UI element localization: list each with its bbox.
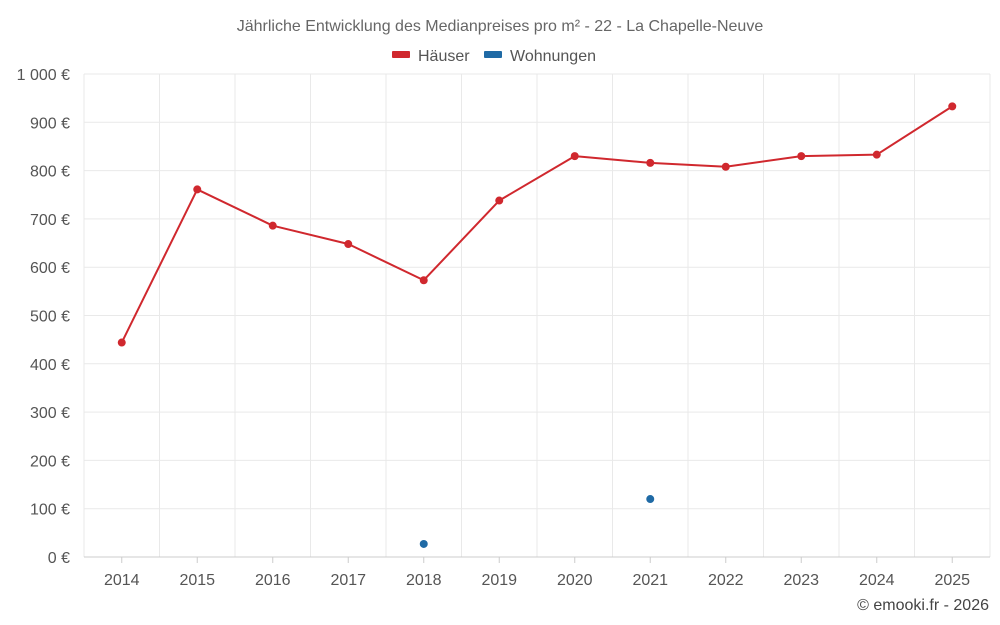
x-tick-label: 2018 xyxy=(406,572,442,589)
legend-label-haeuser: Häuser xyxy=(418,48,470,65)
x-tick-label: 2021 xyxy=(632,572,668,589)
x-tick-label: 2017 xyxy=(330,572,366,589)
x-tick-label: 2025 xyxy=(934,572,970,589)
y-tick-label: 200 € xyxy=(30,453,70,470)
x-tick-label: 2016 xyxy=(255,572,291,589)
x-tick-label: 2020 xyxy=(557,572,593,589)
y-tick-label: 800 € xyxy=(30,164,70,181)
series-wohnungen xyxy=(419,495,655,548)
data-point-haeuser[interactable] xyxy=(570,152,579,161)
y-tick-label: 1 000 € xyxy=(17,67,70,84)
data-point-haeuser[interactable] xyxy=(419,276,428,285)
y-tick-label: 400 € xyxy=(30,357,70,374)
y-tick-label: 100 € xyxy=(30,502,70,519)
y-tick-label: 700 € xyxy=(30,212,70,229)
y-tick-label: 500 € xyxy=(30,309,70,326)
legend-item-wohnungen[interactable]: Wohnungen xyxy=(484,48,596,65)
data-point-wohnungen[interactable] xyxy=(646,495,655,504)
series-haeuser xyxy=(117,102,957,347)
legend-swatch-haeuser xyxy=(392,51,410,58)
x-tick-label: 2014 xyxy=(104,572,140,589)
data-point-haeuser[interactable] xyxy=(495,196,504,205)
data-point-haeuser[interactable] xyxy=(797,152,806,161)
y-tick-label: 300 € xyxy=(30,405,70,422)
x-tick-label: 2022 xyxy=(708,572,744,589)
y-tick-label: 0 € xyxy=(48,550,70,567)
legend-swatch-wohnungen xyxy=(484,51,502,58)
credit: © emooki.fr - 2026 xyxy=(857,597,989,614)
legend-label-wohnungen: Wohnungen xyxy=(510,48,596,65)
x-tick-label: 2023 xyxy=(783,572,819,589)
y-tick-label: 900 € xyxy=(30,115,70,132)
data-point-haeuser[interactable] xyxy=(721,162,730,171)
series xyxy=(117,102,957,548)
data-point-haeuser[interactable] xyxy=(117,338,126,347)
x-tick-label: 2019 xyxy=(481,572,517,589)
data-point-haeuser[interactable] xyxy=(948,102,957,111)
chart-title: Jährliche Entwicklung des Medianpreises … xyxy=(237,18,764,35)
data-point-haeuser[interactable] xyxy=(344,240,353,249)
y-tick-label: 600 € xyxy=(30,260,70,277)
data-point-haeuser[interactable] xyxy=(193,185,202,194)
grid xyxy=(83,73,991,557)
x-tick-label: 2024 xyxy=(859,572,895,589)
data-point-haeuser[interactable] xyxy=(268,221,277,230)
data-point-wohnungen[interactable] xyxy=(419,539,428,548)
y-axis: 0 € 100 € 200 € 300 € 400 € 500 € 600 € 700 € 80… xyxy=(17,67,70,567)
legend: Häuser Wohnungen xyxy=(392,48,596,65)
legend-item-haeuser[interactable]: Häuser xyxy=(392,48,470,65)
x-axis: 2014 2015 2016 2017 2018 2019 2020 2021 2022 2023… xyxy=(84,556,990,589)
series-line-haeuser xyxy=(120,105,954,344)
data-point-haeuser[interactable] xyxy=(872,150,881,159)
data-point-haeuser[interactable] xyxy=(646,158,655,167)
x-tick-label: 2015 xyxy=(179,572,215,589)
